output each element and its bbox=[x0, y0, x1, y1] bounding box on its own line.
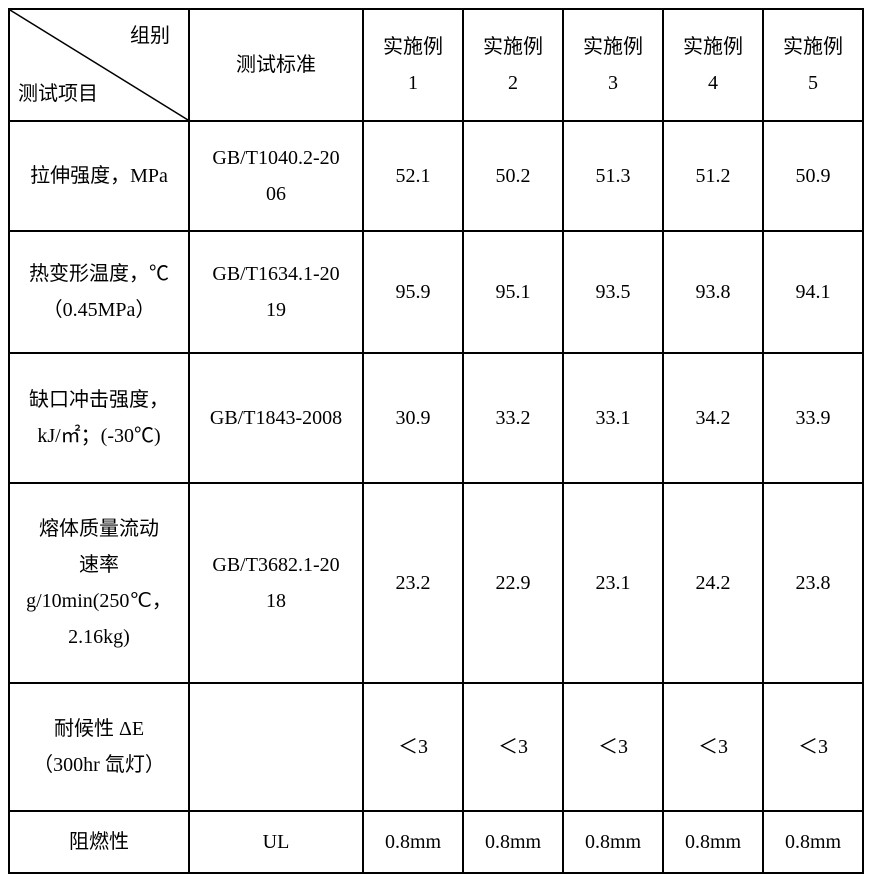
row-standard-line: GB/T1040.2-20 bbox=[212, 147, 339, 169]
table-row: 拉伸强度，MPa GB/T1040.2-20 06 52.150.251.351.25… bbox=[9, 121, 863, 231]
row-label-line: 阻燃性 bbox=[69, 831, 129, 853]
cell-value: 52.1 bbox=[363, 121, 463, 231]
cell-value: ＜3 bbox=[763, 683, 863, 811]
header-row: 组别 测试项目 测试标准 实施例 1 实施例 2 实施例 3 实施例 4 实施例 bbox=[9, 9, 863, 121]
row-label: 熔体质量流动速率 g/10min(250℃， 2.16kg) bbox=[9, 483, 189, 683]
table-header: 组别 测试项目 测试标准 实施例 1 实施例 2 实施例 3 实施例 4 实施例 bbox=[9, 9, 863, 121]
row-label: 缺口冲击强度， kJ/㎡；(-30℃) bbox=[9, 353, 189, 483]
header-group-1: 实施例 1 bbox=[363, 9, 463, 121]
row-standard: GB/T1040.2-20 06 bbox=[189, 121, 363, 231]
row-label: 阻燃性 bbox=[9, 811, 189, 873]
row-label-line: 热变形温度，℃ bbox=[29, 263, 169, 285]
cell-value: 94.1 bbox=[763, 231, 863, 353]
cell-value: 23.1 bbox=[563, 483, 663, 683]
cell-value: 23.2 bbox=[363, 483, 463, 683]
row-label-line: 熔体质量流动 bbox=[39, 518, 159, 540]
header-diagonal-cell: 组别 测试项目 bbox=[9, 9, 189, 121]
cell-value: 0.8mm bbox=[563, 811, 663, 873]
cell-value: 33.9 bbox=[763, 353, 863, 483]
header-group-label: 实施例 bbox=[383, 36, 443, 58]
cell-value: 51.3 bbox=[563, 121, 663, 231]
row-label: 拉伸强度，MPa bbox=[9, 121, 189, 231]
cell-value: ＜3 bbox=[463, 683, 563, 811]
row-label-line: （300hr 氙灯） bbox=[33, 754, 165, 776]
cell-value: 23.8 bbox=[763, 483, 863, 683]
row-label: 耐候性 ΔE （300hr 氙灯） bbox=[9, 683, 189, 811]
cell-value: 50.9 bbox=[763, 121, 863, 231]
table-row: 阻燃性UL0.8mm0.8mm0.8mm0.8mm0.8mm bbox=[9, 811, 863, 873]
data-table: 组别 测试项目 测试标准 实施例 1 实施例 2 实施例 3 实施例 4 实施例 bbox=[8, 8, 864, 874]
header-group-label: 实施例 bbox=[683, 36, 743, 58]
header-group-num: 1 bbox=[408, 72, 418, 94]
row-label-line: kJ/㎡；(-30℃) bbox=[37, 425, 160, 447]
header-group-4: 实施例 4 bbox=[663, 9, 763, 121]
header-group-5: 实施例 5 bbox=[763, 9, 863, 121]
table-row: 耐候性 ΔE（300hr 氙灯）＜3＜3＜3＜3＜3 bbox=[9, 683, 863, 811]
row-standard-line: UL bbox=[263, 831, 290, 853]
cell-value: 95.9 bbox=[363, 231, 463, 353]
row-standard: GB/T1634.1-20 19 bbox=[189, 231, 363, 353]
cell-value: 34.2 bbox=[663, 353, 763, 483]
header-group-3: 实施例 3 bbox=[563, 9, 663, 121]
cell-value: ＜3 bbox=[663, 683, 763, 811]
row-label-line: （0.45MPa） bbox=[43, 299, 156, 321]
header-group-num: 2 bbox=[508, 72, 518, 94]
header-group-num: 4 bbox=[708, 72, 718, 94]
row-label-line: 缺口冲击强度， bbox=[29, 389, 169, 411]
cell-value: ＜3 bbox=[563, 683, 663, 811]
table-row: 熔体质量流动速率 g/10min(250℃， 2.16kg) GB/T3682.1-2… bbox=[9, 483, 863, 683]
cell-value: 33.2 bbox=[463, 353, 563, 483]
row-label-line: g/10min(250℃， bbox=[26, 590, 172, 612]
table-row: 缺口冲击强度，kJ/㎡；(-30℃)GB/T1843-200830.933.23… bbox=[9, 353, 863, 483]
row-label: 热变形温度，℃ （0.45MPa） bbox=[9, 231, 189, 353]
cell-value: 24.2 bbox=[663, 483, 763, 683]
row-standard bbox=[189, 683, 363, 811]
row-standard-line: 19 bbox=[266, 299, 286, 321]
cell-value: 0.8mm bbox=[663, 811, 763, 873]
row-standard-line: 06 bbox=[266, 183, 286, 205]
row-standard-line: 18 bbox=[266, 590, 286, 612]
row-label-line: 拉伸强度，MPa bbox=[30, 165, 168, 187]
row-label-line: 2.16kg) bbox=[68, 626, 130, 648]
row-label-line: 速率 bbox=[79, 554, 119, 576]
cell-value: 93.8 bbox=[663, 231, 763, 353]
row-standard: UL bbox=[189, 811, 363, 873]
header-group-2: 实施例 2 bbox=[463, 9, 563, 121]
cell-value: 95.1 bbox=[463, 231, 563, 353]
row-standard-line: GB/T3682.1-20 bbox=[212, 554, 339, 576]
header-group-label: 实施例 bbox=[483, 36, 543, 58]
header-diag-bottom: 测试项目 bbox=[18, 76, 98, 112]
cell-value: 22.9 bbox=[463, 483, 563, 683]
header-diag-top: 组别 bbox=[130, 18, 170, 54]
row-standard-line: GB/T1634.1-20 bbox=[212, 263, 339, 285]
cell-value: 50.2 bbox=[463, 121, 563, 231]
header-group-label: 实施例 bbox=[583, 36, 643, 58]
cell-value: 51.2 bbox=[663, 121, 763, 231]
row-standard-line: GB/T1843-2008 bbox=[210, 407, 342, 429]
table-row: 热变形温度，℃（0.45MPa）GB/T1634.1-201995.995.19… bbox=[9, 231, 863, 353]
cell-value: 0.8mm bbox=[763, 811, 863, 873]
header-group-num: 5 bbox=[808, 72, 818, 94]
cell-value: ＜3 bbox=[363, 683, 463, 811]
cell-value: 33.1 bbox=[563, 353, 663, 483]
cell-value: 0.8mm bbox=[463, 811, 563, 873]
cell-value: 93.5 bbox=[563, 231, 663, 353]
header-group-num: 3 bbox=[608, 72, 618, 94]
cell-value: 0.8mm bbox=[363, 811, 463, 873]
header-standard: 测试标准 bbox=[189, 9, 363, 121]
cell-value: 30.9 bbox=[363, 353, 463, 483]
table-body: 拉伸强度，MPa GB/T1040.2-20 06 52.150.251.351.25… bbox=[9, 121, 863, 873]
row-standard: GB/T3682.1-20 18 bbox=[189, 483, 363, 683]
header-group-label: 实施例 bbox=[783, 36, 843, 58]
row-label-line: 耐候性 ΔE bbox=[54, 718, 144, 740]
row-standard: GB/T1843-2008 bbox=[189, 353, 363, 483]
